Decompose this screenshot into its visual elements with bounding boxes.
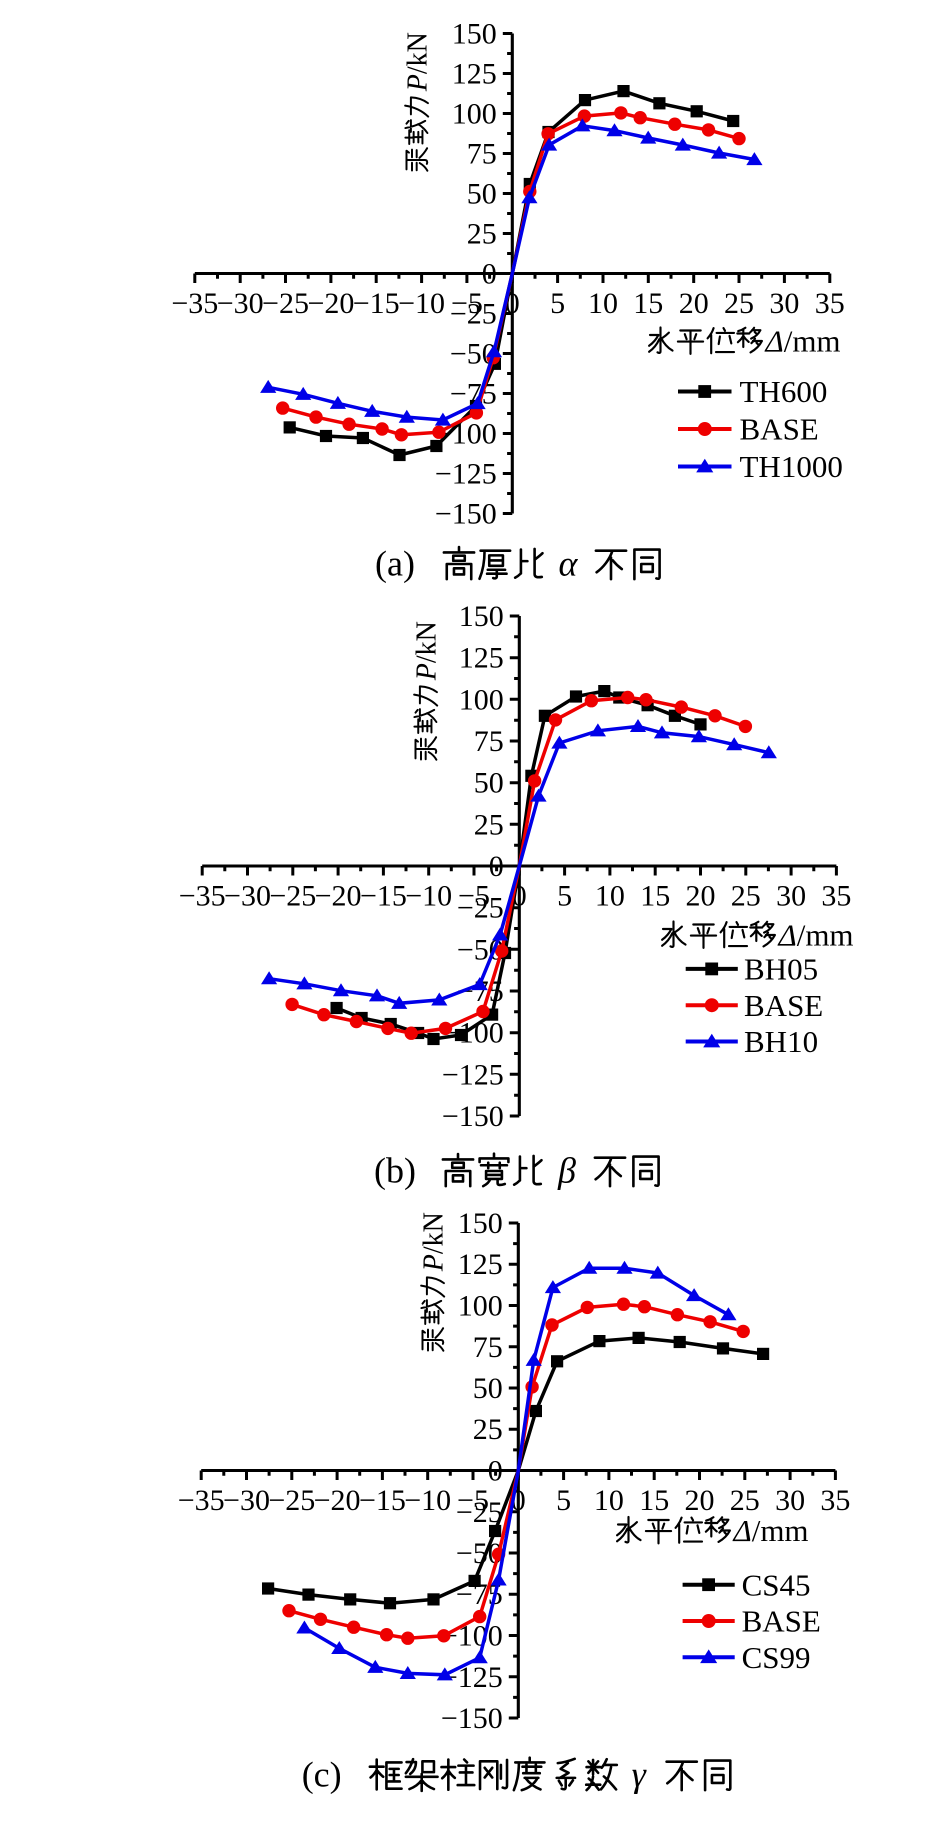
svg-text:β: β xyxy=(557,1150,576,1190)
svg-text:75: 75 xyxy=(467,138,497,171)
svg-text:(b): (b) xyxy=(374,1150,416,1190)
svg-text:100: 100 xyxy=(459,683,504,716)
svg-text:−10: −10 xyxy=(405,879,452,912)
svg-text:(a): (a) xyxy=(375,543,415,583)
svg-text:−25: −25 xyxy=(457,892,504,925)
svg-text:−125: −125 xyxy=(435,458,497,491)
svg-text:BASE: BASE xyxy=(740,412,819,447)
svg-text:−10: −10 xyxy=(398,287,445,320)
svg-text:25: 25 xyxy=(467,218,497,251)
svg-text:−30: −30 xyxy=(217,287,264,320)
svg-text:75: 75 xyxy=(473,1331,503,1364)
svg-text:TH1000: TH1000 xyxy=(740,449,843,484)
svg-text:−150: −150 xyxy=(435,498,497,531)
svg-text:−30: −30 xyxy=(223,1484,270,1517)
svg-text:γ: γ xyxy=(632,1754,647,1794)
svg-text:25: 25 xyxy=(730,1484,760,1517)
svg-text:150: 150 xyxy=(459,600,504,633)
svg-text:−15: −15 xyxy=(353,287,400,320)
svg-text:BH05: BH05 xyxy=(744,952,818,987)
svg-text:25: 25 xyxy=(731,879,761,912)
svg-text:−25: −25 xyxy=(269,879,316,912)
svg-text:BH10: BH10 xyxy=(744,1024,818,1059)
svg-text:5: 5 xyxy=(550,287,565,320)
svg-text:−15: −15 xyxy=(360,879,407,912)
svg-text:30: 30 xyxy=(769,287,799,320)
svg-text:−100: −100 xyxy=(442,1017,504,1050)
svg-text:−10: −10 xyxy=(404,1484,451,1517)
svg-text:5: 5 xyxy=(557,879,572,912)
svg-text:100: 100 xyxy=(452,98,497,131)
svg-text:−125: −125 xyxy=(442,1058,504,1091)
svg-text:−25: −25 xyxy=(450,298,497,331)
svg-text:−125: −125 xyxy=(441,1661,503,1694)
svg-text:30: 30 xyxy=(775,1484,805,1517)
svg-text:−20: −20 xyxy=(307,287,354,320)
svg-text:10: 10 xyxy=(594,1484,624,1517)
svg-text:35: 35 xyxy=(821,879,851,912)
svg-text:−20: −20 xyxy=(315,879,362,912)
svg-text:BASE: BASE xyxy=(742,1604,821,1639)
svg-text:TH600: TH600 xyxy=(740,374,828,409)
svg-text:150: 150 xyxy=(452,18,497,51)
svg-text:25: 25 xyxy=(724,287,754,320)
svg-text:−5: −5 xyxy=(457,1484,489,1517)
svg-text:CS45: CS45 xyxy=(742,1567,811,1602)
svg-text:Δ/mm: Δ/mm xyxy=(777,917,854,952)
svg-text:−5: −5 xyxy=(458,879,490,912)
svg-text:10: 10 xyxy=(588,287,618,320)
svg-text:−150: −150 xyxy=(442,1100,504,1133)
svg-text:−25: −25 xyxy=(262,287,309,320)
svg-text:30: 30 xyxy=(776,879,806,912)
svg-text:35: 35 xyxy=(815,287,845,320)
svg-text:CS99: CS99 xyxy=(742,1640,811,1675)
svg-text:25: 25 xyxy=(473,1413,503,1446)
svg-text:15: 15 xyxy=(639,1484,669,1517)
svg-text:−35: −35 xyxy=(171,287,218,320)
svg-text:−100: −100 xyxy=(441,1620,503,1653)
svg-text:−35: −35 xyxy=(178,1484,225,1517)
svg-text:BASE: BASE xyxy=(744,988,823,1023)
svg-text:−20: −20 xyxy=(314,1484,361,1517)
svg-text:15: 15 xyxy=(640,879,670,912)
svg-text:P/kN: P/kN xyxy=(418,1212,449,1272)
svg-text:50: 50 xyxy=(474,767,504,800)
svg-text:−25: −25 xyxy=(268,1484,315,1517)
svg-text:125: 125 xyxy=(452,58,497,91)
svg-text:75: 75 xyxy=(474,725,504,758)
svg-text:0: 0 xyxy=(482,258,497,291)
svg-text:125: 125 xyxy=(458,1248,503,1281)
svg-text:−25: −25 xyxy=(456,1496,503,1529)
svg-text:−150: −150 xyxy=(441,1702,503,1735)
svg-text:(c): (c) xyxy=(302,1754,342,1794)
svg-text:P/kN: P/kN xyxy=(402,32,433,92)
svg-text:15: 15 xyxy=(633,287,663,320)
svg-text:−5: −5 xyxy=(451,287,483,320)
svg-text:20: 20 xyxy=(679,287,709,320)
svg-text:Δ/mm: Δ/mm xyxy=(732,1513,809,1548)
svg-text:50: 50 xyxy=(473,1372,503,1405)
svg-text:125: 125 xyxy=(459,642,504,675)
svg-text:α: α xyxy=(559,543,579,583)
svg-text:20: 20 xyxy=(685,1484,715,1517)
svg-text:50: 50 xyxy=(467,178,497,211)
svg-text:10: 10 xyxy=(595,879,625,912)
svg-text:150: 150 xyxy=(458,1207,503,1240)
svg-text:−35: −35 xyxy=(179,879,226,912)
svg-text:35: 35 xyxy=(820,1484,850,1517)
svg-text:−30: −30 xyxy=(224,879,271,912)
svg-text:−15: −15 xyxy=(359,1484,406,1517)
svg-text:20: 20 xyxy=(686,879,716,912)
svg-text:25: 25 xyxy=(474,808,504,841)
svg-text:Δ/mm: Δ/mm xyxy=(764,323,841,358)
svg-text:0: 0 xyxy=(488,1455,503,1488)
svg-text:P/kN: P/kN xyxy=(411,621,442,681)
svg-text:0: 0 xyxy=(489,850,504,883)
svg-text:100: 100 xyxy=(458,1290,503,1323)
svg-text:5: 5 xyxy=(556,1484,571,1517)
